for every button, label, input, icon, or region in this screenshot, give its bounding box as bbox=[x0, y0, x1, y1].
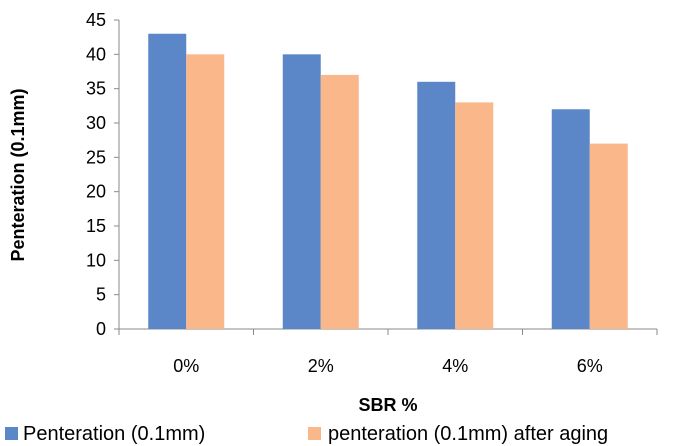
legend-label: Penteration (0.1mm) bbox=[23, 423, 205, 445]
bar-series-2-0pct bbox=[186, 54, 225, 329]
bar-series-2-2pct bbox=[320, 74, 359, 329]
bar-series-2-6pct bbox=[589, 143, 628, 329]
y-tick-label: 30 bbox=[86, 113, 106, 133]
y-tick-label: 15 bbox=[86, 216, 106, 236]
x-axis-title: SBR % bbox=[358, 395, 417, 415]
y-tick-label: 20 bbox=[86, 182, 106, 202]
bar-series-1-4pct bbox=[417, 81, 456, 329]
x-tick-label: 2% bbox=[308, 356, 334, 376]
bar-series-1-6pct bbox=[551, 109, 590, 330]
bars bbox=[148, 33, 628, 330]
bar-series-1-0pct bbox=[148, 33, 187, 329]
y-tick-label: 0 bbox=[96, 319, 106, 339]
bar-series-2-4pct bbox=[455, 102, 494, 330]
bar-series-1-2pct bbox=[282, 54, 321, 329]
legend: Penteration (0.1mm) penteration (0.1mm) a… bbox=[5, 423, 608, 445]
y-tick-label: 10 bbox=[86, 250, 106, 270]
y-tick-label: 5 bbox=[96, 285, 106, 305]
legend-swatch bbox=[5, 427, 18, 440]
x-tick-label: 6% bbox=[577, 356, 603, 376]
legend-swatch bbox=[308, 427, 321, 440]
y-axis-title: Penteration (0.1mm) bbox=[8, 88, 28, 261]
y-tick-label: 45 bbox=[86, 10, 106, 30]
y-tick-label: 25 bbox=[86, 147, 106, 167]
legend-label: penteration (0.1mm) after aging bbox=[328, 423, 608, 445]
x-axis: 0% 2% 4% 6% bbox=[118, 328, 658, 376]
y-axis: 0 5 10 15 20 25 30 35 40 45 bbox=[86, 10, 120, 339]
x-tick-label: 4% bbox=[442, 356, 468, 376]
y-tick-label: 40 bbox=[86, 44, 106, 64]
x-tick-label: 0% bbox=[173, 356, 199, 376]
y-tick-label: 35 bbox=[86, 79, 106, 99]
